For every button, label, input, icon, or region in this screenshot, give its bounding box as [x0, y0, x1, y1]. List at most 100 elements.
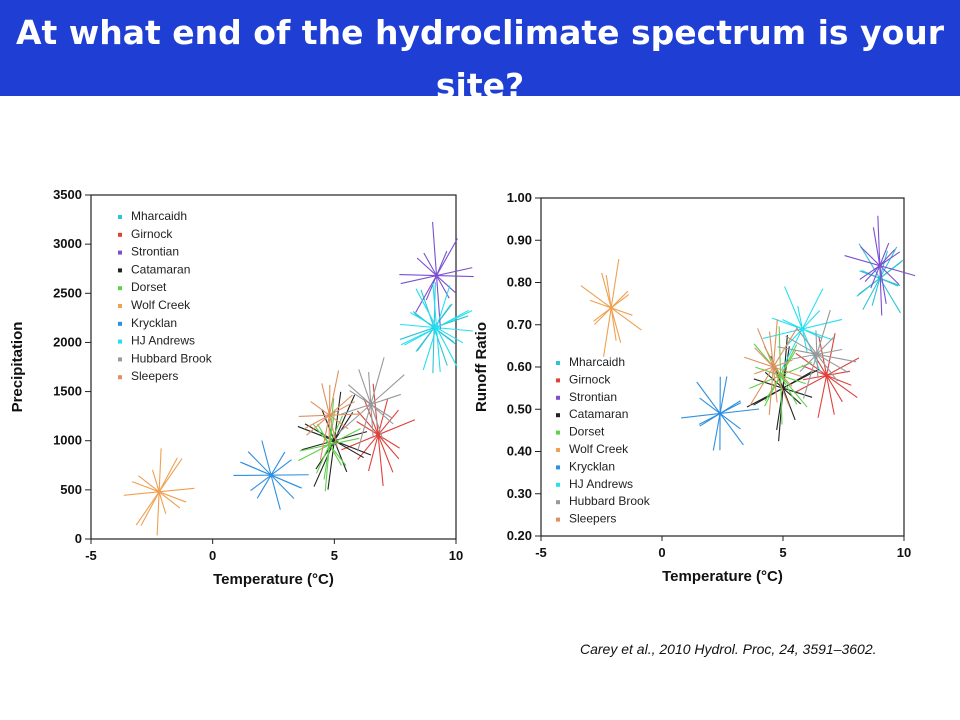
chart1-y-tick-label: 3000 [53, 236, 82, 251]
chart2-series-hubbard-brook [777, 309, 857, 399]
chart1-x-tick-label: 10 [449, 548, 463, 563]
chart2-x-tick-label: 0 [658, 545, 665, 560]
chart2-legend-label-sleepers: Sleepers [569, 512, 616, 526]
chart1-legend-label-mharcaidh: Mharcaidh [131, 209, 187, 223]
chart2-legend-label-mharcaidh: Mharcaidh [569, 355, 625, 369]
chart1-y-tick-label: 500 [60, 482, 82, 497]
chart2-strontian-point [877, 263, 882, 268]
chart2-hj-andrews-point [800, 326, 805, 331]
chart1-plot-frame [90, 194, 457, 540]
chart1-legend-swatch-wolf-creek [118, 304, 122, 308]
chart2-legend-swatch-hubbard-brook [556, 500, 560, 505]
chart1-legend-swatch-mharcaidh [118, 215, 122, 219]
chart2-legend-label-catamaran: Catamaran [569, 407, 628, 421]
chart2-legend-label-strontian: Strontian [569, 390, 617, 404]
chart2-dorset-point [778, 373, 783, 378]
chart1-legend-swatch-krycklan [118, 321, 122, 326]
chart1-legend-swatch-sleepers [118, 375, 122, 380]
chart2-series-sleepers [744, 319, 803, 415]
chart2-series-krycklan [681, 376, 760, 451]
chart1-girnock-point [376, 432, 381, 437]
slide-title: At what end of the hydroclimate spectrum… [15, 13, 945, 96]
chart2-y-tick-label: 0.30 [507, 486, 532, 501]
chart1-y-tick-label: 0 [75, 531, 82, 546]
chart1-legend-label-dorset: Dorset [131, 280, 167, 294]
chart2-legend-swatch-krycklan [556, 465, 560, 470]
title-bar: At what end of the hydroclimate spectrum… [0, 0, 960, 96]
chart1-y-tick-label: 2000 [53, 334, 82, 349]
chart2-legend-swatch-girnock [556, 378, 560, 383]
chart2-legend-label-krycklan: Krycklan [569, 459, 615, 473]
chart2-x-tick-label: 5 [779, 545, 786, 560]
chart2-legend-swatch-catamaran [556, 413, 560, 418]
chart2-hubbard-brook-point [814, 352, 819, 357]
chart1-y-tick-label: 1500 [53, 384, 82, 399]
chart2-krycklan-point [718, 411, 723, 416]
chart1-wolf-creek-point [157, 489, 162, 494]
chart2-legend-label-wolf-creek: Wolf Creek [569, 442, 629, 456]
chart2-y-tick-label: 0.90 [507, 232, 532, 247]
chart2-x-tick-label: 10 [897, 545, 911, 560]
chart1-x-axis-label: Temperature (°C) [213, 571, 334, 588]
chart1-krycklan-point [269, 473, 274, 478]
chart2-legend-label-girnock: Girnock [569, 372, 611, 386]
chart1-legend-label-hj-andrews: HJ Andrews [131, 334, 195, 348]
chart1-y-tick-label: 3500 [53, 187, 82, 202]
chart2-y-tick-label: 0.20 [507, 528, 532, 543]
chart1-legend-swatch-girnock [118, 232, 122, 237]
chart2-legend-swatch-wolf-creek [556, 448, 560, 452]
chart1-legend-swatch-catamaran [118, 268, 122, 273]
chart2-series-dorset [749, 326, 812, 425]
chart2-y-tick-label: 0.70 [507, 317, 532, 332]
chart2-x-tick-label: -5 [535, 545, 547, 560]
chart1-x-tick-label: 0 [209, 548, 216, 563]
chart2-wolf-creek-point [609, 305, 614, 310]
chart1-legend-label-sleepers: Sleepers [131, 369, 178, 383]
chart1-x-tick-label: -5 [85, 548, 97, 563]
chart1-legend-label-catamaran: Catamaran [131, 262, 190, 276]
chart2-series-wolf-creek [580, 258, 642, 357]
chart2-legend-swatch-mharcaidh [556, 361, 560, 365]
chart1-legend-swatch-dorset [118, 286, 122, 291]
chart2-x-axis-label: Temperature (°C) [662, 568, 783, 585]
chart2-girnock-point [824, 373, 829, 378]
chart1-y-tick-label: 1000 [53, 433, 82, 448]
chart1-series-hj-andrews [400, 283, 473, 373]
chart2-y-tick-label: 1.00 [507, 190, 532, 205]
chart2-y-tick-label: 0.50 [507, 401, 532, 416]
chart1-hj-andrews-point [434, 325, 439, 330]
chart2-legend-swatch-strontian [556, 395, 560, 400]
chart2-legend-swatch-sleepers [556, 517, 560, 522]
chart2-legend-label-dorset: Dorset [569, 425, 605, 439]
chart1-legend-swatch-strontian [118, 250, 122, 255]
chart1-series-sleepers [298, 370, 361, 460]
chart1-sleepers-point [327, 413, 332, 418]
chart1-series-krycklan [233, 440, 309, 510]
chart2-sleepers-point [771, 365, 776, 369]
chart1-y-tick-label: 2500 [53, 285, 82, 300]
chart1-x-tick-label: 5 [331, 548, 338, 563]
chart1-legend-label-krycklan: Krycklan [131, 316, 177, 330]
chart2-legend-swatch-hj-andrews [556, 482, 560, 487]
chart2-series-strontian [844, 215, 916, 316]
chart1-legend-label-strontian: Strontian [131, 245, 179, 259]
chart1-y-axis-label: Precipitation [9, 322, 26, 413]
chart1-series-wolf-creek [123, 448, 195, 536]
chart2-y-axis-label: Runoff Ratio [473, 322, 490, 412]
chart1-hubbard-brook-point [368, 402, 373, 407]
chart2-legend-label-hubbard-brook: Hubbard Brook [569, 494, 651, 508]
chart2-legend-swatch-dorset [556, 430, 560, 435]
chart2-legend-label-hj-andrews: HJ Andrews [569, 477, 633, 491]
chart2-y-tick-label: 0.80 [507, 275, 532, 290]
chart2-y-tick-label: 0.40 [507, 444, 532, 459]
citation: Carey et al., 2010 Hydrol. Proc, 24, 359… [580, 641, 877, 657]
chart2-plot-frame [540, 197, 905, 537]
chart1-legend-swatch-hubbard-brook [118, 357, 122, 362]
chart1-legend-label-hubbard-brook: Hubbard Brook [131, 351, 213, 365]
chart1-legend-label-wolf-creek: Wolf Creek [131, 298, 191, 312]
chart1-series-hubbard-brook [337, 357, 405, 452]
chart1-strontian-point [434, 273, 439, 278]
chart2-y-tick-label: 0.60 [507, 359, 532, 374]
chart1-legend-label-girnock: Girnock [131, 227, 173, 241]
